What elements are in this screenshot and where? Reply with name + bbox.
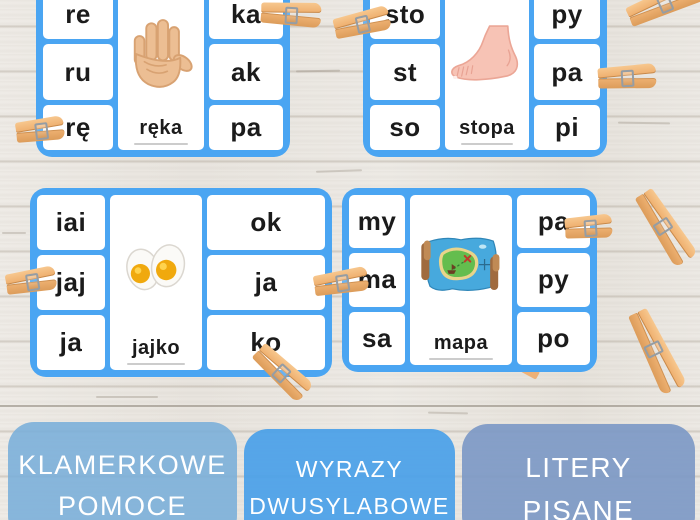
foot-icon — [448, 0, 526, 118]
pin-spring — [334, 273, 351, 293]
pin-spring — [643, 340, 665, 360]
pin-spring — [652, 216, 674, 237]
clothespin-icon — [15, 117, 65, 143]
syllable-cell: re — [43, 0, 113, 39]
pin-spring — [620, 69, 635, 88]
clothespin-icon — [625, 0, 700, 27]
syllable-cell: ja — [37, 315, 105, 370]
clip-card-jajko: iai jaj ja jajko ok ja ko — [30, 188, 332, 377]
clip-card-stopa: sto st so stopa py pa pi — [363, 0, 607, 157]
clip-card-reka: re ru rę ręka ka a — [36, 0, 290, 157]
word-label: mapa — [433, 331, 489, 354]
syllable-cell: po — [517, 311, 590, 365]
clip-card-mapa: my ma sa mapa — [342, 188, 597, 372]
picture-cell: stopa — [445, 0, 529, 150]
clothespin-icon — [564, 215, 612, 238]
picture-cell: mapa — [410, 195, 512, 365]
pin-spring — [655, 0, 675, 15]
banner-text: POMOCE — [57, 490, 187, 520]
word-label: jajko — [131, 337, 181, 359]
category-tag-wyrazy-dwusylabowe[interactable]: WYRAZY DWUSYLABOWE — [244, 429, 455, 520]
syllable-cell: ok — [207, 195, 325, 250]
syllable-cell: pa — [534, 44, 600, 100]
syllable-cell: py — [534, 0, 600, 39]
banner-text: DWUSYLABOWE — [249, 493, 450, 520]
clothespin-icon — [628, 308, 684, 394]
category-tag-klamerkowe-pomoce[interactable]: KLAMERKOWE POMOCE — [8, 422, 237, 520]
syllable-cell: iai — [37, 195, 105, 250]
pin-spring — [24, 272, 41, 292]
clothespin-icon — [598, 65, 657, 88]
wood-scratch — [315, 169, 363, 173]
syllable-cell: so — [370, 105, 440, 150]
wood-scratch — [295, 69, 341, 73]
clothespin-icon — [635, 188, 695, 266]
wood-scratch — [427, 411, 469, 415]
picture-cell: ręka — [118, 0, 204, 150]
pin-spring — [583, 219, 598, 238]
syllable-cell: pi — [534, 105, 600, 150]
copyright-microtext — [127, 363, 185, 365]
clothespin-icon — [261, 2, 322, 25]
hand-icon — [129, 0, 193, 118]
copyright-microtext — [429, 357, 493, 360]
copyright-microtext — [134, 143, 188, 145]
syllable-cell: st — [370, 44, 440, 100]
wood-scratch — [617, 121, 671, 125]
syllable-cell: py — [517, 253, 590, 307]
banner-text: LITERY — [525, 452, 632, 483]
syllable-cell: pa — [209, 105, 283, 150]
banner-text: KLAMERKOWE — [18, 450, 227, 480]
word-label: ręka — [139, 117, 183, 139]
banner-text: PISANE — [522, 494, 635, 520]
wood-plank-line — [0, 405, 700, 407]
copyright-microtext — [460, 143, 514, 145]
pin-spring — [34, 122, 50, 141]
word-label: stopa — [459, 117, 515, 139]
pin-spring — [284, 6, 299, 25]
banner-text: WYRAZY — [295, 456, 404, 482]
wood-scratch — [96, 396, 158, 398]
pin-spring — [354, 14, 372, 35]
treasure-map-icon — [420, 195, 502, 333]
syllable-cell: ru — [43, 44, 113, 100]
syllable-cell: ak — [209, 44, 283, 100]
pin-spring — [270, 362, 292, 384]
category-tag-litery-pisane[interactable]: LITERY PISANE — [462, 424, 695, 520]
boiled-egg-icon — [120, 195, 192, 338]
syllable-cell: my — [349, 195, 405, 249]
wood-scratch — [2, 232, 26, 234]
picture-cell: jajko — [110, 195, 202, 370]
syllable-cell: ja — [207, 255, 325, 310]
syllable-cell: sa — [349, 311, 405, 365]
